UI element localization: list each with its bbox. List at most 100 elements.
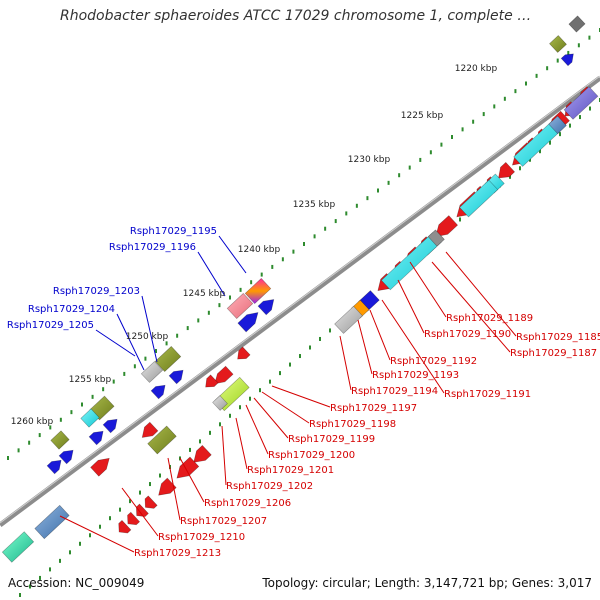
backbone-layer	[0, 75, 600, 528]
track-dot	[219, 422, 221, 427]
label-leader-layer	[59, 235, 517, 553]
track-dot	[129, 499, 131, 504]
gene-label-red: Rsph17029_1198	[309, 419, 396, 430]
track-dot	[229, 413, 231, 418]
olive-feature	[50, 430, 70, 450]
gene-label-leader	[409, 261, 447, 318]
track-dot	[589, 106, 591, 111]
gene-label-leader	[59, 515, 135, 553]
track-dot	[28, 440, 31, 445]
gene-label-leader	[218, 235, 247, 274]
track-dot	[281, 257, 284, 262]
track-dot	[17, 448, 20, 453]
track-dot	[207, 310, 210, 315]
track-dot	[7, 456, 9, 460]
reverse-gene	[88, 430, 104, 446]
track-dot	[579, 115, 581, 120]
gene-label-leader	[116, 313, 145, 371]
gene-label-red: Rsph17029_1210	[158, 532, 245, 543]
gene-label-red: Rsph17029_1189	[446, 313, 533, 324]
gene-label-red: Rsph17029_1194	[351, 386, 438, 397]
reverse-gene	[237, 312, 259, 333]
forward-gene	[141, 421, 159, 438]
track-dot	[70, 410, 73, 415]
steel-feature	[34, 504, 70, 540]
reverse-gene	[257, 299, 275, 316]
gene-label-leader	[445, 251, 517, 337]
gene-label-leader	[245, 404, 269, 455]
reverse-gene	[168, 369, 184, 385]
gene-label-red: Rsph17029_1192	[390, 356, 477, 367]
track-dot	[49, 567, 51, 572]
track-dot	[260, 272, 263, 277]
track-dot	[482, 112, 485, 117]
gene-label-leader	[141, 295, 158, 363]
cyan-feature	[459, 179, 499, 218]
feature-layer	[1, 15, 599, 563]
track-dot	[279, 371, 281, 376]
track-dot	[289, 362, 291, 367]
track-dot	[309, 345, 311, 350]
track-dot	[509, 174, 511, 179]
track-dot	[472, 119, 475, 124]
track-dot	[102, 387, 105, 392]
gene-label-leader	[95, 329, 136, 357]
track-dot	[165, 341, 168, 346]
teal-feature	[1, 531, 35, 563]
track-dot	[334, 219, 337, 224]
scale-tick-label: 1225 kbp	[401, 111, 444, 121]
reverse-gene	[58, 449, 74, 465]
gene-label-leader	[235, 417, 248, 470]
olive-feature	[89, 395, 115, 421]
track-dot	[519, 166, 521, 171]
scale-tick-label: 1255 kbp	[69, 375, 112, 385]
track-dot	[419, 157, 422, 162]
track-dot	[303, 242, 305, 246]
track-dot	[398, 173, 401, 178]
track-dot	[79, 541, 81, 546]
gene-label-leader	[261, 391, 310, 424]
track-dot	[89, 533, 91, 538]
track-dot	[99, 524, 101, 529]
track-dot	[29, 584, 31, 589]
forward-gene	[193, 444, 212, 463]
scale-tick-label: 1230 kbp	[348, 155, 391, 165]
accession-text: Accession: NC_009049	[8, 576, 145, 590]
track-dot	[19, 593, 21, 597]
track-dot	[176, 333, 179, 338]
pink-feature	[226, 292, 254, 320]
track-dot	[329, 328, 331, 333]
track-dot	[440, 142, 443, 147]
gene-label-red: Rsph17029_1190	[424, 329, 511, 340]
forward-gene	[435, 215, 459, 238]
gene-label-blue: Rsph17029_1205	[7, 320, 94, 331]
track-dot	[535, 73, 538, 78]
track-dot	[355, 203, 358, 208]
track-dot	[139, 490, 141, 495]
track-dot	[269, 379, 271, 384]
track-dot	[250, 280, 253, 285]
track-dot	[387, 180, 390, 185]
track-dot	[319, 336, 321, 341]
track-dot	[345, 211, 348, 216]
track-dot	[149, 482, 151, 487]
forward-gene	[237, 346, 251, 360]
forward-gene	[135, 503, 149, 517]
gene-label-red: Rsph17029_1200	[268, 450, 355, 461]
track-dot	[239, 287, 242, 292]
label-layer: 1220 kbp 1225 kbp 1230 kbp 1235 kbp 1240 kbp…	[7, 64, 600, 559]
track-dot	[91, 394, 94, 399]
track-dot	[144, 356, 147, 361]
gene-label-red: Rsph17029_1202	[226, 481, 313, 492]
gene-label-red: Rsph17029_1193	[372, 370, 459, 381]
track-dot	[119, 507, 121, 512]
gray-feature	[140, 361, 164, 383]
gene-label-blue: Rsph17029_1196	[109, 242, 196, 253]
track-dot	[199, 439, 201, 444]
track-dot	[408, 165, 411, 170]
track-dot	[313, 234, 316, 239]
forward-gene	[214, 365, 234, 385]
track-dot	[577, 43, 580, 48]
track-dot	[81, 402, 83, 407]
